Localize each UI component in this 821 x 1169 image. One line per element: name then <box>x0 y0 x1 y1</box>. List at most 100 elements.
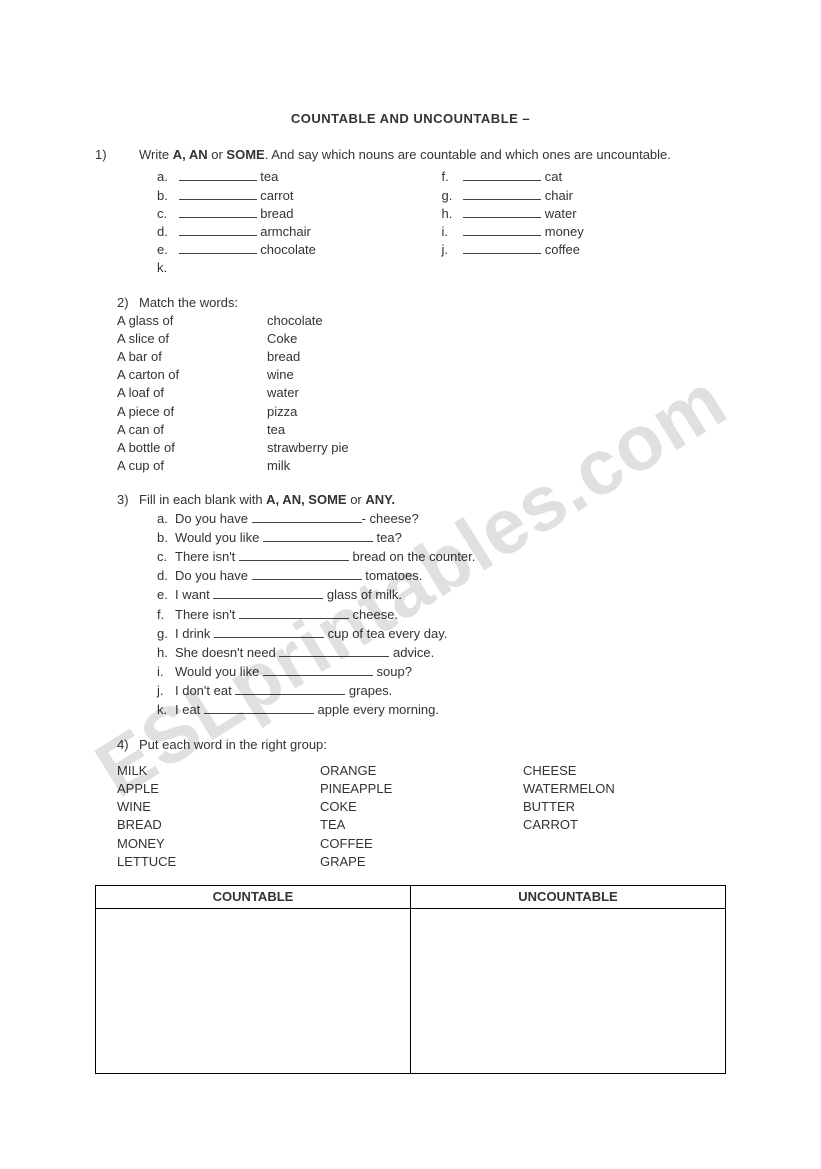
blank-input[interactable] <box>463 224 541 236</box>
blank-input[interactable] <box>204 702 314 714</box>
match-row: A can oftea <box>95 421 726 439</box>
blank-input[interactable] <box>179 169 257 181</box>
item-letter: b. <box>157 187 175 205</box>
uncountable-cell[interactable] <box>411 909 726 1074</box>
word-item: COFFEE <box>320 835 523 853</box>
table-header-countable: COUNTABLE <box>96 885 411 908</box>
match-right: pizza <box>267 403 297 421</box>
item-word: cat <box>545 169 562 184</box>
match-row: A bottle ofstrawberry pie <box>95 439 726 457</box>
word-item: COKE <box>320 798 523 816</box>
word-item: CARROT <box>523 816 726 834</box>
countable-cell[interactable] <box>96 909 411 1074</box>
q3-post: - cheese? <box>362 511 419 526</box>
match-right: water <box>267 384 299 402</box>
item-letter: g. <box>442 187 460 205</box>
q1-item: b. carrot <box>157 187 442 205</box>
blank-input[interactable] <box>263 664 373 676</box>
item-letter: i. <box>442 223 460 241</box>
match-row: A loaf ofwater <box>95 384 726 402</box>
q4-instruction: 4)Put each word in the right group: <box>95 736 726 754</box>
q3-bold: A, AN, SOME <box>266 492 346 507</box>
match-right: strawberry pie <box>267 439 349 457</box>
word-item: BUTTER <box>523 798 726 816</box>
q3-pre: Would you like <box>175 530 263 545</box>
blank-input[interactable] <box>179 205 257 217</box>
blank-input[interactable] <box>179 242 257 254</box>
q1-item: a. tea <box>157 168 442 186</box>
blank-input[interactable] <box>463 242 541 254</box>
q1-text: Write <box>139 147 173 162</box>
match-left: A cup of <box>117 457 267 475</box>
blank-input[interactable] <box>263 529 373 541</box>
match-left: A carton of <box>117 366 267 384</box>
q2-text: Match the words: <box>139 295 238 310</box>
q2-instruction: 2)Match the words: <box>95 294 726 312</box>
word-item: APPLE <box>117 780 320 798</box>
item-letter: j. <box>442 241 460 259</box>
q3-item: d.Do you have tomatoes. <box>157 567 726 585</box>
word-item: MILK <box>117 762 320 780</box>
word-column: ORANGEPINEAPPLECOKETEACOFFEEGRAPE <box>320 762 523 871</box>
q3-item: e.I want glass of milk. <box>157 586 726 604</box>
item-letter: i. <box>157 663 175 681</box>
blank-input[interactable] <box>179 187 257 199</box>
match-right: tea <box>267 421 285 439</box>
q3-pre: Do you have <box>175 568 252 583</box>
blank-input[interactable] <box>463 187 541 199</box>
page-title: COUNTABLE AND UNCOUNTABLE – <box>95 110 726 128</box>
q3-post: tomatoes. <box>362 568 423 583</box>
item-letter: a. <box>157 510 175 528</box>
q1-instruction: 1)Write A, AN or SOME. And say which nou… <box>117 146 726 164</box>
question-3: 3)Fill in each blank with A, AN, SOME or… <box>95 491 726 719</box>
q1-text: or <box>208 147 227 162</box>
q1-item: e. chocolate <box>157 241 442 259</box>
item-word: money <box>545 224 584 239</box>
q3-pre: There isn't <box>175 549 239 564</box>
blank-input[interactable] <box>463 169 541 181</box>
q3-post: tea? <box>373 530 402 545</box>
q3-number: 3) <box>117 491 139 509</box>
match-left: A bar of <box>117 348 267 366</box>
q3-pre: There isn't <box>175 607 239 622</box>
blank-input[interactable] <box>279 645 389 657</box>
item-letter: e. <box>157 586 175 604</box>
word-item: GRAPE <box>320 853 523 871</box>
q3-post: bread on the counter. <box>349 549 475 564</box>
blank-input[interactable] <box>239 606 349 618</box>
q1-item: k. <box>157 259 442 277</box>
blank-input[interactable] <box>235 683 345 695</box>
blank-input[interactable] <box>213 587 323 599</box>
blank-input[interactable] <box>214 625 324 637</box>
match-right: chocolate <box>267 312 323 330</box>
q3-item: j.I don't eat grapes. <box>157 682 726 700</box>
item-letter: d. <box>157 567 175 585</box>
item-word: chair <box>545 188 573 203</box>
item-letter: f. <box>442 168 460 186</box>
q3-item: h.She doesn't need advice. <box>157 644 726 662</box>
q3-pre: She doesn't need <box>175 645 279 660</box>
q3-post: apple every morning. <box>314 702 439 717</box>
item-letter: f. <box>157 606 175 624</box>
match-right: Coke <box>267 330 297 348</box>
q3-post: cup of tea every day. <box>324 626 447 641</box>
item-letter: a. <box>157 168 175 186</box>
blank-input[interactable] <box>179 224 257 236</box>
q3-item: b.Would you like tea? <box>157 529 726 547</box>
blank-input[interactable] <box>252 568 362 580</box>
item-word: bread <box>260 206 293 221</box>
blank-input[interactable] <box>463 205 541 217</box>
match-left: A slice of <box>117 330 267 348</box>
q3-pre: I eat <box>175 702 204 717</box>
match-row: A slice ofCoke <box>95 330 726 348</box>
match-row: A cup ofmilk <box>95 457 726 475</box>
word-item: ORANGE <box>320 762 523 780</box>
match-row: A bar ofbread <box>95 348 726 366</box>
blank-input[interactable] <box>252 510 362 522</box>
q1-bold: SOME <box>226 147 264 162</box>
match-left: A glass of <box>117 312 267 330</box>
q3-pre: I want <box>175 587 213 602</box>
blank-input[interactable] <box>239 549 349 561</box>
q3-post: advice. <box>389 645 434 660</box>
item-letter: k. <box>157 259 175 277</box>
